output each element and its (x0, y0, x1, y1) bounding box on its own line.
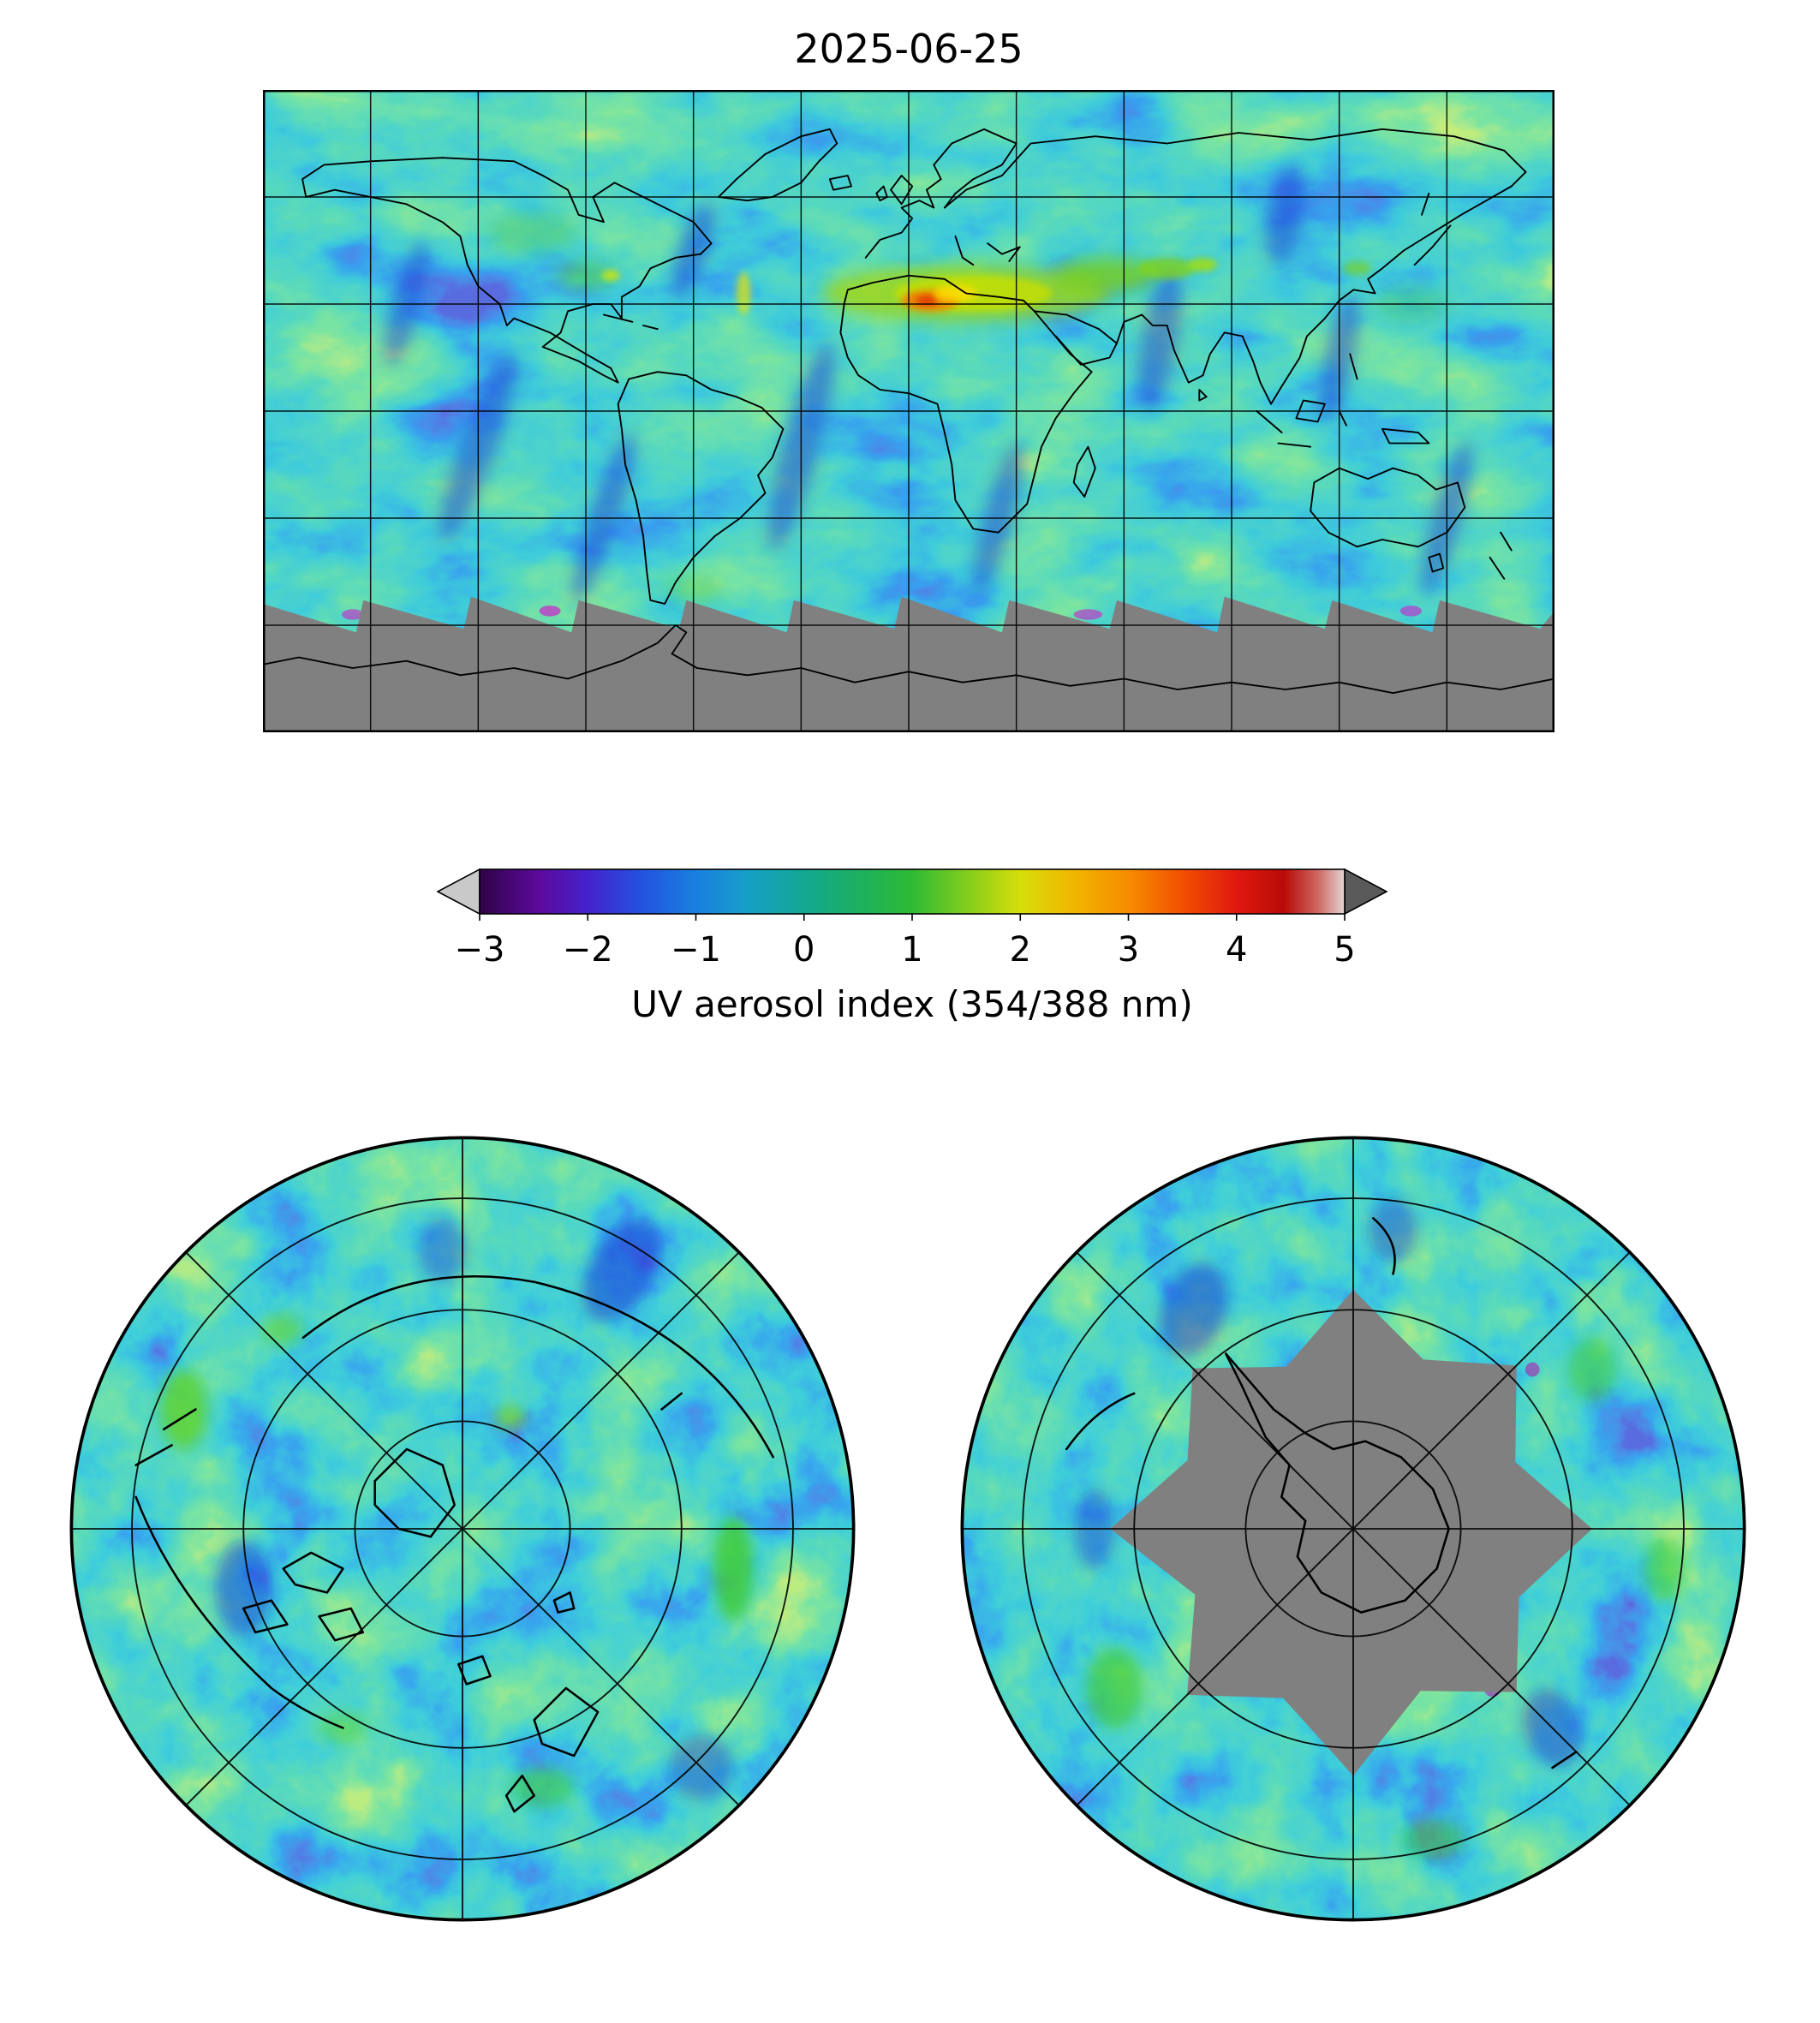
north-polar-svg (69, 1136, 856, 1922)
colorbar-tick: −2 (562, 930, 613, 970)
colorbar-over-arrow (1344, 868, 1388, 916)
figure-title: 2025-06-25 (794, 26, 1023, 72)
colorbar-label: UV aerosol index (354/388 nm) (631, 983, 1193, 1025)
south-polar-panel (955, 1131, 1751, 1927)
map-border (960, 1136, 1746, 1922)
coastlines (1065, 1217, 1578, 1769)
colorbar-tick: 0 (793, 930, 815, 970)
colorbar-tick: −1 (671, 930, 721, 970)
colorbar-tick: 3 (1117, 930, 1140, 970)
graticule (263, 90, 1554, 732)
colorbar-tick-marks (479, 914, 1346, 921)
polar-patches (159, 1218, 754, 1808)
colorbar-tick: 1 (901, 930, 923, 970)
colorbar-under-arrow (436, 868, 480, 916)
colorbar-tick: −3 (454, 930, 505, 970)
coastlines (263, 128, 1554, 695)
colorbar-tick: 5 (1334, 930, 1356, 970)
colorbar (436, 868, 1388, 922)
south-polar-svg (960, 1136, 1746, 1922)
north-polar-panel (64, 1131, 861, 1927)
colorbar-svg (436, 868, 1388, 921)
graticule (962, 1137, 1745, 1920)
world-map-panel (263, 90, 1554, 732)
map-border (69, 1136, 856, 1922)
colorbar-gradient-bar (479, 868, 1346, 915)
graticule (71, 1137, 854, 1920)
terminator-specks (342, 606, 1423, 620)
world-map-svg (263, 90, 1554, 732)
coastlines (134, 1274, 774, 1813)
map-border (263, 90, 1554, 732)
colorbar-ticks: −3 −2 −1 0 1 2 3 4 5 (455, 930, 1356, 973)
colorbar-tick: 4 (1226, 930, 1248, 970)
polar-patches (1074, 1198, 1684, 1859)
colorbar-tick: 2 (1009, 930, 1031, 970)
